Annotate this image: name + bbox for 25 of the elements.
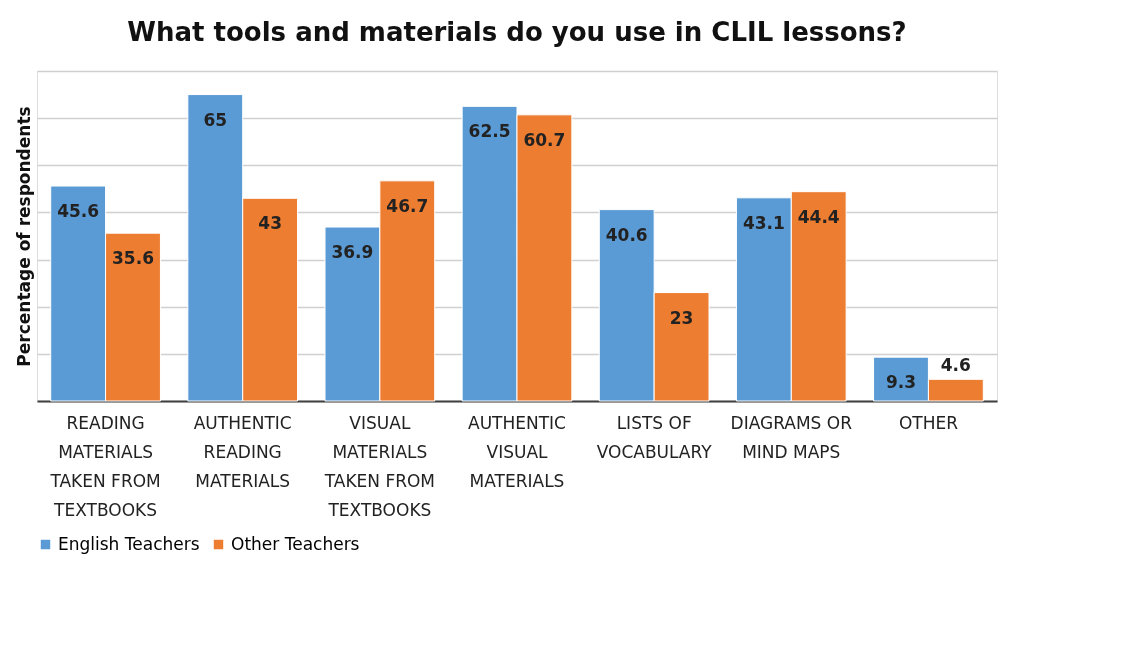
x-tick-label: AUTHENTIC VISUAL MATERIALS bbox=[468, 412, 566, 491]
data-label: 43.1 bbox=[742, 212, 785, 233]
x-tick-label: AUTHENTIC READING MATERIALS bbox=[193, 412, 292, 491]
data-label: 62.5 bbox=[468, 121, 511, 142]
data-label: 23 bbox=[669, 307, 694, 328]
data-label: 9.3 bbox=[885, 372, 917, 393]
data-label: 60.7 bbox=[523, 129, 566, 150]
data-label: 36.9 bbox=[331, 242, 374, 263]
y-axis-title: Percentage of respondents bbox=[13, 106, 34, 367]
data-label: 46.7 bbox=[386, 195, 429, 216]
x-tick-label: LISTS OF VOCABULARY bbox=[596, 412, 713, 462]
x-tick-label: VISUAL MATERIALS TAKEN FROM TEXTBOOKS bbox=[323, 412, 436, 520]
data-label: 40.6 bbox=[605, 224, 648, 245]
x-tick-label: DIAGRAMS OR MIND MAPS bbox=[730, 412, 853, 462]
data-label: 65 bbox=[203, 109, 228, 130]
data-label: 4.6 bbox=[940, 355, 971, 376]
chart-title: What tools and materials do you use in CLIL lessons? bbox=[127, 17, 907, 47]
data-label: 43 bbox=[258, 213, 282, 234]
data-label: 44.4 bbox=[797, 206, 840, 227]
legend-label: Other Teachers bbox=[231, 533, 360, 554]
legend-label: English Teachers bbox=[58, 533, 200, 554]
x-tick-label: OTHER bbox=[898, 412, 959, 433]
data-label: 35.6 bbox=[112, 248, 154, 269]
x-tick-label: READING MATERIALS TAKEN FROM TEXTBOOKS bbox=[49, 412, 161, 520]
data-label: 45.6 bbox=[57, 201, 100, 222]
